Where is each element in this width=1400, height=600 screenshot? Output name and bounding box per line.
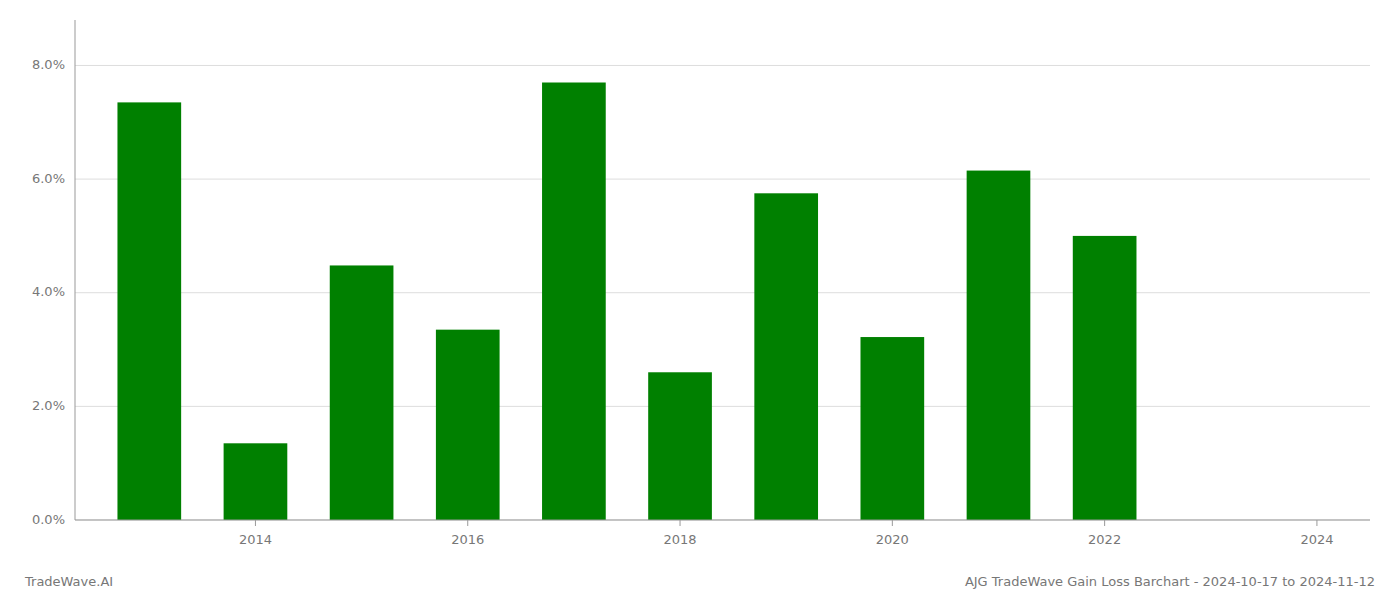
y-tick-label: 4.0%: [32, 284, 65, 299]
bar: [224, 443, 288, 520]
x-tick: [1316, 520, 1317, 526]
x-tick: [680, 520, 681, 526]
x-tick: [1104, 520, 1105, 526]
bar: [648, 372, 712, 520]
grid-line: [75, 292, 1370, 293]
title: AJG TradeWave Gain Loss Barchart - 2024-…: [965, 574, 1375, 589]
bar: [754, 193, 818, 520]
bar: [542, 83, 606, 521]
grid-line: [75, 406, 1370, 407]
bars: [117, 83, 1136, 521]
x-axis: 2014 2016 2018 2020 2022 2024: [75, 520, 1370, 547]
x-axis-line: [75, 520, 1370, 521]
y-tick-label: 6.0%: [32, 171, 65, 186]
x-tick: [892, 520, 893, 526]
watermark: TradeWave.AI: [24, 574, 113, 589]
y-axis: 0.0% 2.0% 4.0% 6.0% 8.0%: [32, 20, 75, 527]
bar: [330, 265, 394, 520]
grid-line: [75, 520, 1370, 521]
chart-container: 0.0% 2.0% 4.0% 6.0% 8.0% 2014 2016 2018 2020 2022…: [0, 0, 1400, 600]
x-tick: [467, 520, 468, 526]
grid-line: [75, 179, 1370, 180]
bar: [1073, 236, 1137, 520]
bar: [967, 171, 1031, 520]
bar: [117, 102, 181, 520]
x-tick-label: 2020: [876, 532, 909, 547]
chart-svg: 0.0% 2.0% 4.0% 6.0% 8.0% 2014 2016 2018 2020 2022…: [0, 0, 1400, 600]
x-tick-label: 2024: [1300, 532, 1333, 547]
y-tick-label: 8.0%: [32, 57, 65, 72]
grid-line: [75, 65, 1370, 66]
x-tick-label: 2014: [239, 532, 272, 547]
y-tick-label: 0.0%: [32, 512, 65, 527]
bar: [436, 330, 500, 520]
y-tick-label: 2.0%: [32, 398, 65, 413]
x-tick-label: 2018: [663, 532, 696, 547]
grid: [75, 65, 1370, 520]
x-tick: [255, 520, 256, 526]
x-tick-label: 2016: [451, 532, 484, 547]
bar: [860, 337, 924, 520]
x-tick-label: 2022: [1088, 532, 1121, 547]
y-axis-line: [75, 20, 76, 520]
